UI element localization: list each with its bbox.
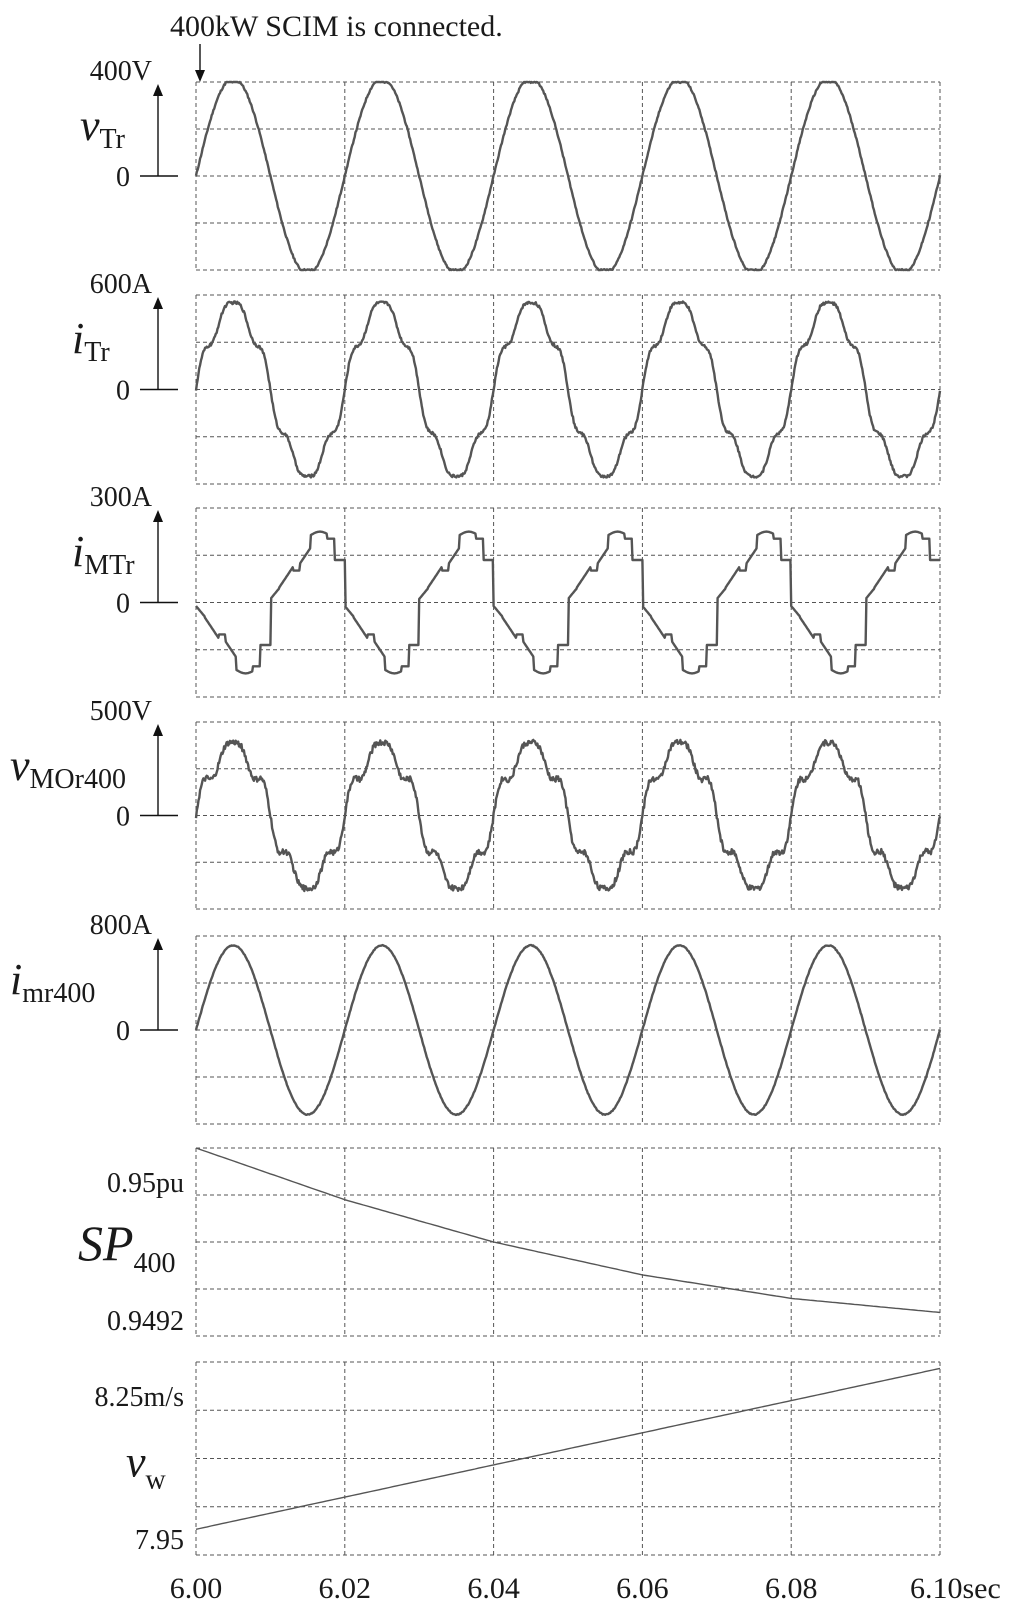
zero-label: 0 [116, 162, 130, 193]
top-label: 600A [90, 269, 153, 300]
series-line [195, 1367, 941, 1530]
panel-name: vTr [80, 101, 126, 155]
panel-name: imr400 [10, 955, 95, 1009]
x-tick-label: 6.10sec [910, 1572, 1001, 1605]
panel-7: 8.25m/s 7.95 vw [95, 1361, 941, 1556]
panel-name: iMTr [72, 527, 135, 581]
axis-arrowhead [153, 84, 163, 96]
panel-name: SP400 [78, 1215, 176, 1279]
panel-1: 0 400V vTr [80, 56, 942, 272]
series-line [195, 1147, 941, 1314]
x-tick-label: 6.04 [467, 1572, 520, 1605]
series-line [194, 300, 942, 479]
axis-arrowhead [153, 510, 163, 522]
bottom-label: 7.95 [135, 1525, 184, 1556]
top-label: 8.25m/s [95, 1382, 184, 1413]
zero-label: 0 [116, 802, 130, 833]
top-label: 0.95pu [107, 1168, 184, 1199]
zero-label: 0 [116, 376, 130, 407]
x-tick-label: 6.06 [616, 1572, 669, 1605]
x-axis-ticks: 6.00 6.02 6.04 6.06 6.08 6.10sec [170, 1572, 1001, 1605]
panel-5: 0 800A imr400 [10, 910, 942, 1125]
top-label: 500V [90, 696, 152, 727]
panel-name: vw [126, 1438, 167, 1496]
x-tick-label: 6.08 [765, 1572, 818, 1605]
series-line [195, 530, 941, 675]
axis-arrowhead [153, 297, 163, 309]
top-label: 400V [90, 56, 152, 87]
top-label: 300A [90, 482, 153, 513]
panel-6: 0.95pu 0.9492 SP400 [78, 1147, 941, 1337]
zero-label: 0 [116, 1016, 130, 1047]
x-tick-label: 6.00 [170, 1572, 223, 1605]
panel-3: 0 300A iMTr [72, 482, 941, 698]
x-tick-label: 6.02 [319, 1572, 372, 1605]
zero-label: 0 [116, 589, 130, 620]
top-label: 800A [90, 910, 153, 941]
series-line [194, 943, 942, 1117]
bottom-label: 0.9492 [107, 1306, 184, 1337]
axis-arrowhead [153, 938, 163, 950]
annotation-arrow [195, 44, 205, 82]
series-line [194, 738, 942, 893]
panel-4: 0 500V vMOr400 [10, 696, 942, 910]
annotation-label: 400kW SCIM is connected. [170, 10, 503, 43]
axis-arrowhead [153, 724, 163, 736]
series-line [194, 80, 942, 272]
panels: 0400VvTr0600AiTr0300AiMTr0500VvMOr400080… [10, 56, 942, 1556]
panel-name: vMOr400 [10, 741, 126, 795]
panel-2: 0 600A iTr [72, 269, 942, 485]
panel-name: iTr [72, 314, 110, 368]
